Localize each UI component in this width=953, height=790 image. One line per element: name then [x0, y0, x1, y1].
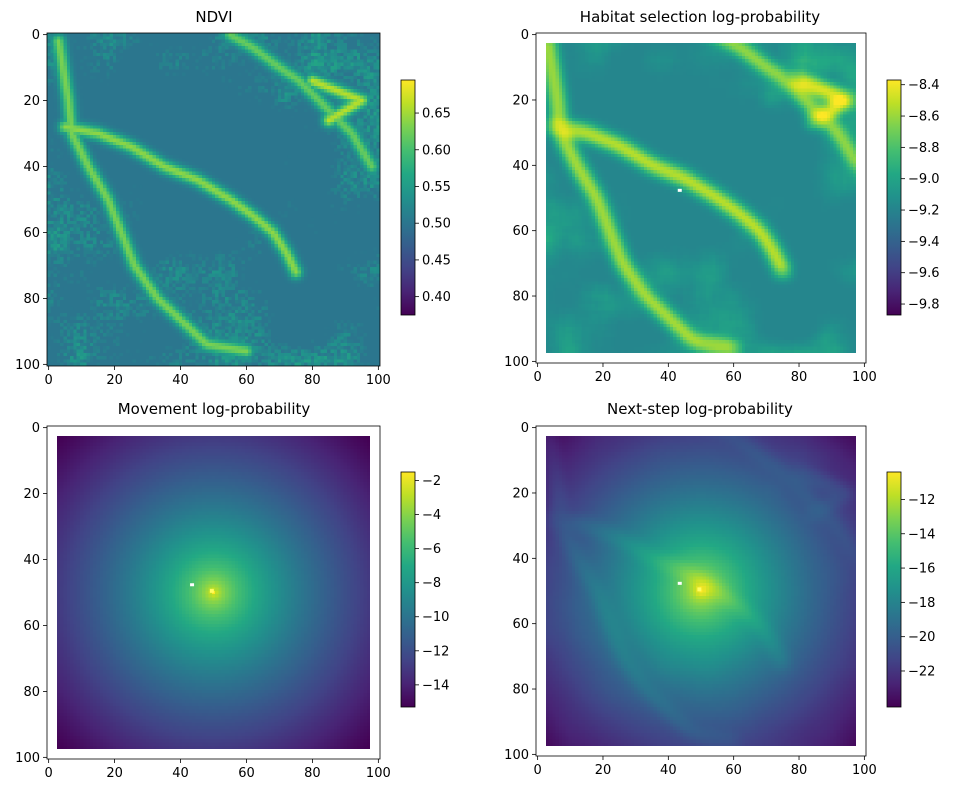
- colorbar-tick-label: −10: [422, 610, 449, 625]
- x-tick-label: 100: [366, 766, 391, 781]
- x-tick-label: 40: [660, 763, 677, 778]
- heatmap-raster: [47, 33, 380, 366]
- x-tick-label: 80: [791, 370, 808, 385]
- y-tick-label: 80: [23, 685, 40, 700]
- colorbar-tick-label: −8.8: [908, 141, 940, 156]
- x-tick-label: 100: [852, 370, 877, 385]
- colorbar-tick-label: −14: [908, 527, 935, 542]
- y-tick-label: 0: [32, 28, 40, 43]
- y-tick-label: 60: [23, 619, 40, 634]
- y-tick-label: 20: [512, 93, 529, 108]
- y-tick-label: 60: [512, 617, 529, 632]
- axes-frame: [46, 425, 381, 760]
- axes-frame: [535, 425, 867, 757]
- y-tick-label: 40: [23, 553, 40, 568]
- colorbar-tick-label: −4: [422, 508, 441, 523]
- x-tick-label: 20: [106, 766, 123, 781]
- colorbar: [400, 79, 416, 316]
- y-tick-label: 40: [512, 552, 529, 567]
- peak-marker: [209, 588, 214, 593]
- x-tick-label: 80: [304, 766, 321, 781]
- colorbar-tick-label: −9.6: [908, 266, 940, 281]
- chart-title: Movement log-probability: [118, 400, 311, 418]
- x-tick-label: 0: [45, 373, 53, 388]
- colorbar-tick-label: 0.40: [422, 290, 451, 305]
- chart-title: Habitat selection log-probability: [580, 8, 821, 26]
- y-tick-label: 100: [504, 748, 529, 763]
- x-tick-label: 20: [595, 763, 612, 778]
- colorbar-tick-label: −18: [908, 596, 935, 611]
- y-tick-label: 60: [23, 226, 40, 241]
- x-tick-label: 80: [791, 763, 808, 778]
- y-tick-label: 60: [512, 224, 529, 239]
- colorbar-tick-label: −8: [422, 576, 441, 591]
- colorbar-tick-label: −20: [908, 630, 935, 645]
- y-tick-label: 0: [521, 28, 529, 43]
- x-tick-label: 100: [366, 373, 391, 388]
- x-tick-label: 0: [45, 766, 53, 781]
- y-tick-label: 0: [521, 421, 529, 436]
- colorbar-tick-label: 0.45: [422, 253, 451, 268]
- x-tick-label: 80: [304, 373, 321, 388]
- colorbar-tick-label: −9.4: [908, 235, 940, 250]
- colorbar-tick-label: −12: [908, 493, 935, 508]
- x-tick-label: 100: [852, 763, 877, 778]
- y-tick-label: 0: [32, 421, 40, 436]
- colorbar-tick-label: −22: [908, 664, 935, 679]
- colorbar-tick-label: −2: [422, 474, 441, 489]
- x-tick-label: 20: [106, 373, 123, 388]
- location-marker: [677, 188, 682, 192]
- y-tick-label: 40: [512, 159, 529, 174]
- y-tick-label: 80: [512, 683, 529, 698]
- x-tick-label: 60: [725, 763, 742, 778]
- x-tick-label: 20: [595, 370, 612, 385]
- y-tick-label: 80: [512, 290, 529, 305]
- x-tick-label: 60: [238, 766, 255, 781]
- chart-title: NDVI: [195, 8, 232, 26]
- x-tick-label: 0: [533, 370, 541, 385]
- colorbar-tick-label: 0.55: [422, 180, 451, 195]
- peak-marker: [697, 587, 702, 592]
- colorbar: [886, 471, 902, 708]
- colorbar-tick-label: −8.4: [908, 78, 940, 93]
- x-tick-label: 40: [172, 766, 189, 781]
- colorbar-tick-label: −16: [908, 562, 935, 577]
- x-tick-label: 60: [238, 373, 255, 388]
- colorbar-tick-label: −12: [422, 644, 449, 659]
- chart-title: Next-step log-probability: [607, 400, 793, 418]
- colorbar-tick-label: −6: [422, 542, 441, 557]
- x-tick-label: 0: [533, 763, 541, 778]
- colorbar-tick-label: −8.6: [908, 110, 940, 125]
- ndvi-panel: NDVI 0 20 40 60 80 100 0 20 40 60 80 100 0.40 0.45 0.50…: [15, 8, 451, 388]
- colorbar-tick-label: 0.60: [422, 143, 451, 158]
- colorbar-tick-label: −9.0: [908, 172, 940, 187]
- y-tick-label: 40: [23, 160, 40, 175]
- y-tick-label: 100: [15, 751, 40, 766]
- nextstep-panel: Next-step log-probability 0 20 40 60 80 100 0 20…: [504, 400, 935, 778]
- y-tick-label: 100: [15, 358, 40, 373]
- movement-panel: Movement log-probability 0 20 40 60 80 100 0 20 4…: [15, 400, 449, 781]
- x-tick-label: 60: [725, 370, 742, 385]
- axes-frame: [535, 32, 867, 364]
- location-marker: [677, 581, 682, 585]
- colorbar-tick-label: −9.8: [908, 298, 940, 313]
- y-tick-label: 20: [23, 487, 40, 502]
- x-tick-label: 40: [660, 370, 677, 385]
- y-tick-label: 20: [23, 94, 40, 109]
- colorbar-tick-label: −9.2: [908, 204, 940, 219]
- colorbar-tick-label: 0.65: [422, 107, 451, 122]
- axes-frame: [46, 32, 381, 367]
- x-tick-label: 40: [172, 373, 189, 388]
- colorbar: [400, 471, 416, 708]
- heatmap-raster: [536, 33, 866, 363]
- y-tick-label: 100: [504, 355, 529, 370]
- colorbar: [886, 79, 902, 316]
- y-tick-label: 80: [23, 292, 40, 307]
- colorbar-tick-label: −14: [422, 678, 449, 693]
- habitat-panel: Habitat selection log-probability 0 20 40 60…: [504, 8, 939, 385]
- y-tick-label: 20: [512, 486, 529, 501]
- location-marker: [190, 583, 195, 587]
- colorbar-tick-label: 0.50: [422, 217, 451, 232]
